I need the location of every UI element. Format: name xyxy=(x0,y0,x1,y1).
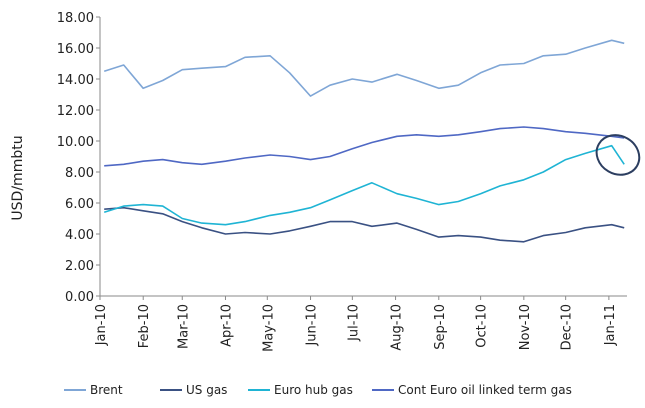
chart-axes xyxy=(99,17,627,297)
y-tick-label: 6.00 xyxy=(65,197,94,212)
x-tick-label: Feb-10 xyxy=(137,304,152,348)
series-lines xyxy=(103,39,625,243)
y-tick-label: 12.00 xyxy=(57,104,94,119)
series-line-1 xyxy=(104,206,625,243)
chart-legend: Brent US gas Euro hub gas Cont Euro oil lin… xyxy=(64,383,572,397)
annotation xyxy=(595,134,641,176)
y-tick-label: 18.00 xyxy=(57,11,94,26)
annotation-ellipse xyxy=(595,134,641,176)
x-tick-label: Oct-10 xyxy=(475,304,490,348)
series-line-3 xyxy=(104,126,625,167)
x-tick-label: May-10 xyxy=(261,304,276,352)
series-line-2 xyxy=(103,144,625,226)
y-tick-label: 2.00 xyxy=(65,259,94,274)
x-tick-label: Jul-10 xyxy=(346,304,361,342)
x-tick-label: Nov-10 xyxy=(518,304,533,350)
legend-label-0: Brent xyxy=(90,383,123,397)
legend-label-3: Cont Euro oil linked term gas xyxy=(398,383,572,397)
x-tick-label: Jan-10 xyxy=(94,304,109,346)
x-axis-ticks: Jan-10 Feb-10 Mar-10 Apr-10 May-10 Jun-10 Jul-… xyxy=(94,296,618,352)
x-tick-label: Dec-10 xyxy=(560,304,575,350)
x-tick-label: Aug-10 xyxy=(390,304,405,351)
x-tick-label: Sep-10 xyxy=(433,304,448,350)
y-axis-title: USD/mmbtu xyxy=(10,135,26,220)
y-tick-label: 4.00 xyxy=(65,228,94,243)
y-tick-label: 8.00 xyxy=(65,166,94,181)
x-tick-label: Mar-10 xyxy=(176,304,191,349)
y-axis-ticks: 0.00 2.00 4.00 6.00 8.00 10.00 12.00 14.00 16.00… xyxy=(57,11,100,305)
y-tick-label: 10.00 xyxy=(57,135,94,150)
y-tick-label: 14.00 xyxy=(57,73,94,88)
x-tick-label: Jun-10 xyxy=(305,304,320,347)
y-tick-label: 0.00 xyxy=(65,290,94,305)
y-tick-label: 16.00 xyxy=(57,42,94,57)
legend-label-1: US gas xyxy=(186,383,227,397)
series-line-0 xyxy=(103,39,625,97)
x-tick-label: Apr-10 xyxy=(219,304,234,347)
x-tick-label: Jan-11 xyxy=(603,304,618,346)
legend-label-2: Euro hub gas xyxy=(274,383,353,397)
